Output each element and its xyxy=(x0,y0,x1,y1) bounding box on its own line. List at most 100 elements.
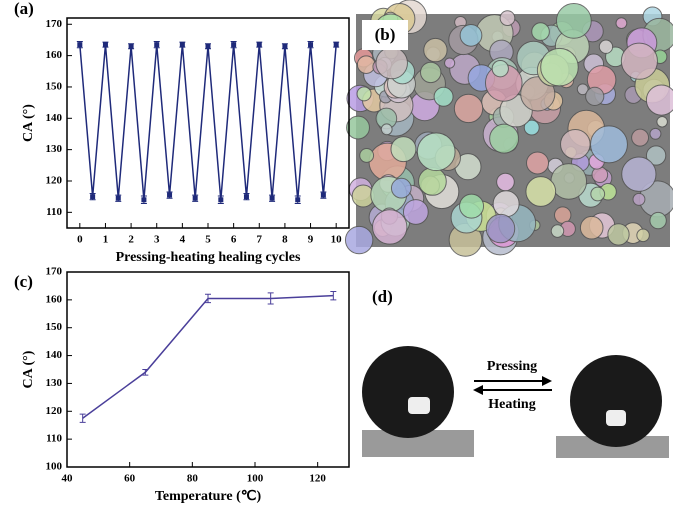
grain xyxy=(373,210,407,244)
grain xyxy=(637,229,650,242)
grain xyxy=(551,164,587,200)
grain xyxy=(527,152,549,174)
x-axis-label: Pressing-heating healing cycles xyxy=(116,250,301,265)
panel-label: (c) xyxy=(14,272,33,291)
y-tick-label: 130 xyxy=(46,377,63,389)
grain xyxy=(621,43,657,79)
marker xyxy=(270,196,275,201)
x-tick-label: 10 xyxy=(331,234,343,246)
grain xyxy=(586,87,604,105)
grain xyxy=(345,226,372,253)
grain xyxy=(357,56,375,74)
marker xyxy=(206,44,211,49)
marker xyxy=(77,42,82,47)
y-tick-label: 170 xyxy=(46,18,63,30)
x-tick-label: 9 xyxy=(308,234,314,246)
x-tick-label: 7 xyxy=(257,234,263,246)
x-tick-label: 120 xyxy=(309,473,326,485)
grain xyxy=(419,168,447,196)
grain xyxy=(616,18,627,29)
grain xyxy=(556,3,591,38)
grain xyxy=(551,225,564,238)
x-tick-label: 100 xyxy=(247,473,264,485)
y-axis-label: CA (°) xyxy=(21,104,36,142)
y-tick-label: 110 xyxy=(46,206,62,218)
grain xyxy=(460,194,484,218)
grain xyxy=(391,137,416,162)
grain xyxy=(445,58,455,68)
y-tick-label: 150 xyxy=(46,321,63,333)
grain xyxy=(599,40,612,53)
grain xyxy=(492,61,508,77)
series-line xyxy=(83,296,334,419)
grain xyxy=(526,177,556,207)
y-tick-label: 170 xyxy=(46,266,63,278)
panel-label: (b) xyxy=(375,25,396,44)
x-tick-label: 60 xyxy=(124,473,136,485)
grain xyxy=(391,178,411,198)
arrowhead xyxy=(473,385,483,395)
arrow-label: Pressing xyxy=(487,359,537,374)
grain xyxy=(357,87,371,101)
error-bar xyxy=(80,414,86,422)
marker xyxy=(244,194,249,199)
x-axis-label: Temperature (℃) xyxy=(155,489,262,504)
y-tick-label: 100 xyxy=(46,461,63,473)
x-tick-label: 5 xyxy=(205,234,211,246)
y-tick-label: 110 xyxy=(46,433,62,445)
droplet xyxy=(362,346,454,438)
y-tick-label: 140 xyxy=(46,112,63,124)
marker xyxy=(218,197,223,202)
marker xyxy=(282,44,287,49)
marker xyxy=(295,197,300,202)
grain xyxy=(360,149,374,163)
marker xyxy=(154,42,159,47)
x-tick-label: 8 xyxy=(282,234,288,246)
panel-label: (a) xyxy=(14,0,34,18)
arrow-label: Heating xyxy=(488,397,535,412)
marker xyxy=(103,42,108,47)
grain xyxy=(493,191,519,217)
grain xyxy=(650,128,661,139)
grain xyxy=(632,129,649,146)
y-tick-label: 160 xyxy=(46,293,63,305)
y-tick-label: 140 xyxy=(46,349,63,361)
marker xyxy=(167,193,172,198)
x-tick-label: 6 xyxy=(231,234,237,246)
grain xyxy=(646,85,673,115)
grain xyxy=(500,11,515,26)
grain xyxy=(486,214,514,242)
grain xyxy=(633,193,645,205)
y-tick-label: 150 xyxy=(46,80,63,92)
grain xyxy=(532,23,550,41)
series-line xyxy=(80,45,336,200)
grain xyxy=(622,157,656,191)
droplet-highlight xyxy=(408,397,430,414)
x-tick-label: 4 xyxy=(180,234,186,246)
grain xyxy=(591,126,628,163)
grain xyxy=(497,173,515,191)
marker xyxy=(334,42,339,47)
droplet-highlight xyxy=(606,410,626,426)
figure: (b) (d) Pressing Heating (a)110120130140… xyxy=(0,0,673,526)
grain xyxy=(381,124,392,135)
grain xyxy=(650,212,666,228)
marker xyxy=(180,42,185,47)
marker xyxy=(116,196,121,201)
droplet xyxy=(570,355,662,447)
panel-label: (d) xyxy=(372,287,393,306)
marker xyxy=(129,44,134,49)
y-tick-label: 120 xyxy=(46,405,63,417)
grain xyxy=(424,38,447,61)
x-tick-label: 3 xyxy=(154,234,160,246)
grain xyxy=(347,116,370,139)
y-tick-label: 130 xyxy=(46,143,63,155)
marker xyxy=(231,42,236,47)
grain xyxy=(403,200,428,225)
grain xyxy=(434,87,453,106)
grain xyxy=(580,216,603,239)
x-tick-label: 0 xyxy=(77,234,83,246)
marker xyxy=(308,42,313,47)
x-tick-label: 1 xyxy=(103,234,109,246)
marker xyxy=(90,194,95,199)
